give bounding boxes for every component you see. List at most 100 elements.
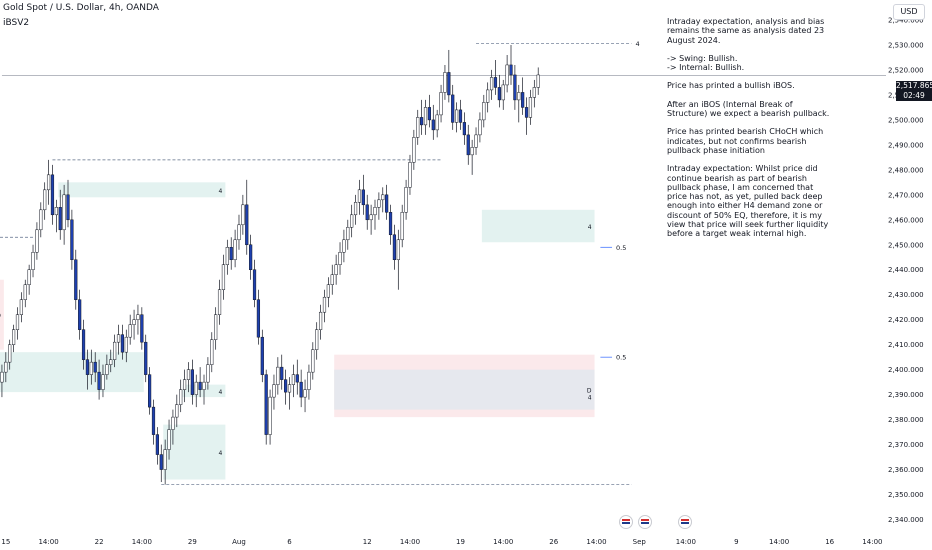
zone-label: 4 [219, 188, 223, 195]
price-tick-label: 2,480.000 [888, 166, 924, 174]
last-price-value: 2,517.865 [896, 81, 932, 90]
bearish-candle [524, 107, 529, 118]
bearish-candle [513, 74, 517, 101]
analysis-notes: Intraday expectation, analysis and bias … [667, 17, 832, 248]
price-tick-label: 2,530.000 [888, 41, 924, 49]
time-tick-label: 19 [456, 538, 465, 546]
bullish-candle [241, 204, 245, 226]
zone-label: 4 [219, 389, 223, 396]
time-tick-label: 14:00 [586, 538, 606, 546]
bullish-candle [54, 207, 58, 216]
bearish-candle [493, 77, 498, 88]
price-tick-label: 2,400.000 [888, 366, 924, 374]
bearish-candle [431, 119, 435, 131]
time-axis[interactable]: 15 14:00 22 14:00 29 Aug 6 12 14:00 19 14:00 26 14:0… [0, 532, 932, 550]
bullish-candle [19, 299, 23, 315]
bullish-candle [322, 296, 327, 313]
bullish-candle [536, 74, 540, 88]
bearish-candle [58, 207, 62, 231]
bullish-candle [342, 239, 346, 253]
time-tick-label: 14:00 [38, 538, 58, 546]
bullish-candle [287, 384, 292, 393]
bearish-candle [451, 94, 455, 123]
bullish-candle [501, 84, 505, 101]
note-paragraph: Intraday expectation, analysis and bias … [667, 17, 825, 45]
economic-event-icon[interactable] [678, 515, 692, 529]
bullish-candle [396, 239, 400, 261]
economic-event-icon[interactable] [638, 515, 652, 529]
time-tick-label: 14:00 [769, 538, 789, 546]
bullish-candle [489, 77, 494, 91]
price-tick-label: 2,450.000 [888, 241, 924, 249]
bearish-candle [198, 381, 202, 390]
price-tick-label: 2,420.000 [888, 316, 924, 324]
bullish-candle [31, 252, 35, 270]
bullish-candle [116, 334, 121, 343]
bullish-candle [217, 289, 222, 315]
bearish-candle [466, 134, 470, 156]
price-tick-label: 2,390.000 [888, 391, 924, 399]
price-tick-label: 2,370.000 [888, 441, 924, 449]
bullish-candle [330, 274, 334, 285]
bearish-candle [385, 194, 389, 213]
bullish-candle [338, 252, 342, 266]
bullish-candle [210, 339, 214, 365]
bullish-candle [194, 381, 198, 395]
note-paragraph: Price has printed a bullish iBOS. [667, 81, 795, 91]
chart-title: Gold Spot / U.S. Dollar, 4h, OANDA [3, 3, 159, 13]
bullish-candle [532, 87, 536, 98]
bullish-candle [202, 381, 206, 390]
bullish-candle [412, 137, 416, 163]
bullish-candle [369, 214, 373, 221]
bullish-candle [186, 369, 191, 380]
bullish-candle [334, 264, 338, 275]
level-label: 4 [635, 40, 639, 48]
bullish-candle [373, 207, 377, 216]
bullish-candle [46, 174, 51, 191]
bearish-candle [462, 122, 466, 136]
time-tick-label: 14:00 [493, 538, 513, 546]
time-tick-label: 6 [287, 538, 292, 546]
bullish-candle [225, 247, 229, 266]
bullish-candle [272, 384, 276, 398]
bullish-candle [416, 117, 420, 138]
bearish-candle [509, 64, 513, 76]
bullish-candle [43, 189, 47, 211]
bullish-candle [486, 89, 490, 103]
candles-layer [0, 44, 540, 485]
bullish-candle [470, 147, 474, 156]
bullish-candle [318, 311, 323, 330]
bullish-candle [350, 214, 354, 228]
time-tick-label: 14:00 [676, 538, 696, 546]
note-paragraph: Intraday expectation: Whilst price did c… [667, 164, 829, 239]
bearish-candle [93, 361, 97, 373]
bearish-candle [365, 204, 369, 221]
economic-event-icon[interactable] [619, 515, 633, 529]
bullish-candle [167, 429, 171, 450]
currency-button[interactable]: USD [893, 4, 925, 20]
bullish-candle [357, 189, 362, 203]
price-tick-label: 2,540.000 [888, 16, 924, 24]
bullish-candle [109, 359, 113, 365]
bullish-candle [381, 194, 385, 201]
bullish-candle [237, 224, 241, 241]
bullish-candle [517, 92, 521, 101]
level-label: 0.5 [616, 244, 626, 252]
indicator-label[interactable]: iBSV2 [3, 18, 30, 28]
bearish-candle [256, 299, 261, 338]
bullish-candle [423, 107, 428, 126]
bullish-candle [455, 109, 459, 123]
bearish-candle [299, 381, 303, 398]
last-price-tag: 2,517.865 02:49 [896, 81, 932, 101]
bullish-candle [528, 97, 533, 118]
bearish-candle [70, 219, 74, 261]
bullish-candle [435, 114, 439, 131]
bullish-candle [175, 404, 179, 418]
zone-label: D [0, 313, 1, 320]
bullish-candle [400, 212, 404, 241]
price-tick-label: 2,380.000 [888, 416, 924, 424]
time-axis-bg [0, 532, 932, 550]
price-tick-label: 2,520.000 [888, 66, 924, 74]
bullish-candle [474, 134, 478, 148]
bullish-candle [214, 314, 218, 340]
